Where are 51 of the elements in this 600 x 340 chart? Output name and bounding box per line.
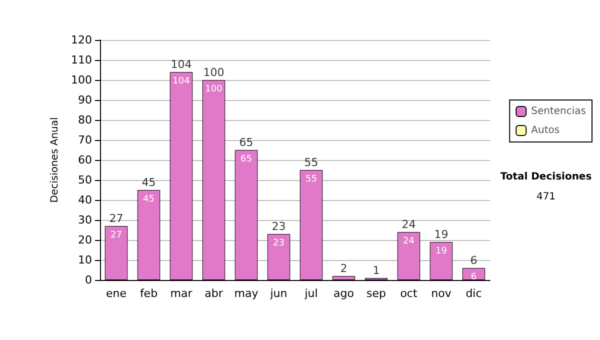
data-label: 23 [273, 238, 284, 248]
y-tick-label: 0 [85, 274, 92, 286]
y-axis-title: Decisiones Anual [50, 117, 61, 203]
total-label: 24 [402, 218, 416, 231]
x-tick-label: oct [400, 287, 418, 300]
total-label: 2 [340, 262, 348, 275]
total-label: 45 [142, 176, 156, 189]
data-label: 100 [205, 84, 223, 94]
data-label: 27 [110, 230, 122, 240]
y-tick-label: 30 [78, 214, 92, 226]
data-label: 65 [240, 154, 252, 164]
total-label: 55 [304, 156, 318, 169]
data-label: 55 [306, 174, 317, 184]
total-label: 19 [434, 228, 448, 241]
y-tick-label: 90 [78, 94, 92, 106]
y-tick-label: 20 [78, 234, 92, 246]
y-tick-label: 120 [71, 34, 92, 46]
y-tick-label: 50 [78, 174, 92, 186]
x-tick-label: ene [106, 287, 127, 300]
x-tick-label: sep [366, 287, 386, 300]
x-tick-label: dic [466, 287, 482, 300]
legend-label: Autos [531, 125, 560, 136]
y-tick-label: 40 [78, 194, 92, 206]
x-tick-label: jun [269, 287, 288, 300]
total-label: 6 [470, 254, 478, 267]
data-label: 45 [143, 194, 154, 204]
y-tick-label: 110 [71, 54, 92, 66]
x-tick-label: jul [304, 287, 318, 300]
data-label: 24 [403, 236, 415, 246]
total-label: 1 [372, 264, 380, 277]
total-label: 23 [272, 220, 286, 233]
total-label: 104 [170, 58, 192, 71]
x-tick-label: feb [140, 287, 158, 300]
x-tick-label: may [234, 287, 259, 300]
x-tick-label: abr [204, 287, 224, 300]
data-label: 19 [436, 246, 448, 256]
x-tick-label: mar [170, 287, 193, 300]
total-label: 100 [203, 66, 224, 79]
text: Total Decisiones [500, 172, 592, 182]
y-tick-label: 70 [78, 134, 92, 146]
x-tick-label: ago [334, 287, 354, 300]
y-tick-label: 80 [78, 114, 92, 126]
total-label: 27 [109, 212, 124, 225]
y-tick-label: 10 [78, 254, 92, 266]
y-tick-label: 60 [78, 154, 92, 166]
y-tick-label: 100 [71, 74, 92, 86]
x-tick-label: nov [431, 287, 452, 300]
legend-label: Sentencias [531, 106, 586, 117]
total-label: 65 [239, 136, 254, 149]
data-label: 104 [172, 76, 190, 86]
text: 471 [536, 192, 556, 202]
